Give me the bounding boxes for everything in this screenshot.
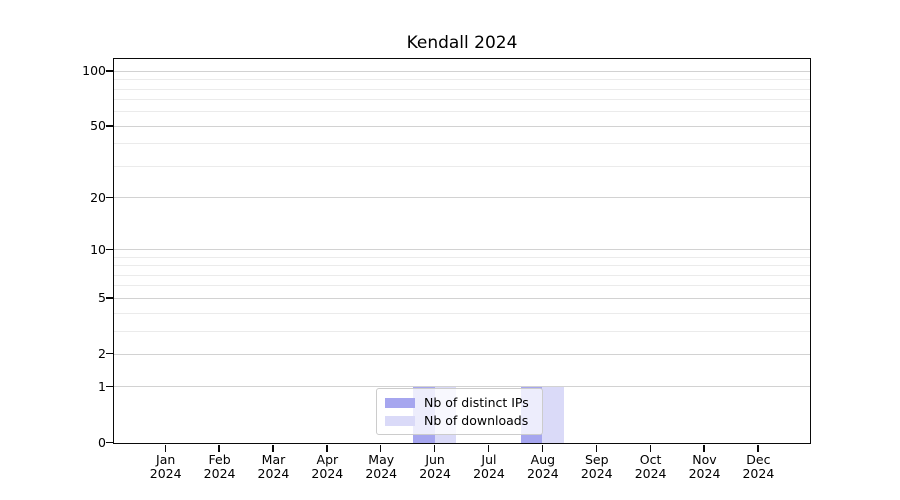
- major-gridline: [114, 249, 810, 251]
- y-tick-label: 20: [90, 189, 106, 205]
- x-tick-label-feb: Feb 2024: [203, 452, 236, 481]
- x-tick-label-mar: Mar 2024: [257, 452, 290, 481]
- legend-label-distinct-ips: Nb of distinct IPs: [424, 395, 529, 410]
- major-gridline: [114, 125, 810, 127]
- minor-gridline: [114, 330, 810, 332]
- y-tick-label: 50: [90, 118, 106, 134]
- x-tick-mark: [541, 444, 544, 452]
- minor-gridline: [114, 143, 810, 145]
- x-tick-mark: [434, 444, 436, 452]
- minor-gridline: [114, 165, 810, 167]
- major-gridline: [114, 70, 810, 72]
- y-tick-mark: [105, 297, 113, 299]
- minor-gridline: [114, 111, 810, 113]
- legend-label-downloads: Nb of downloads: [424, 413, 529, 428]
- y-tick-mark: [105, 70, 113, 72]
- y-tick-label: 10: [90, 241, 106, 257]
- x-tick-label-jun: Jun 2024: [419, 452, 451, 481]
- x-tick-label-oct: Oct 2024: [634, 452, 667, 481]
- x-tick-mark: [595, 444, 597, 452]
- x-tick-mark: [326, 444, 328, 452]
- x-tick-mark: [757, 444, 759, 452]
- plot-area: Nb of distinct IPs Nb of downloads: [105, 58, 811, 452]
- y-tick-mark: [105, 441, 113, 443]
- minor-gridline: [114, 285, 810, 287]
- legend-swatch-distinct-ips: [385, 397, 415, 408]
- y-tick-label: 2: [98, 346, 106, 362]
- major-gridline: [114, 386, 810, 388]
- x-tick-mark: [703, 444, 705, 452]
- legend-item-downloads: Nb of downloads: [385, 413, 534, 428]
- bar-aug-downloads: [542, 387, 565, 443]
- y-tick-label: 1: [98, 378, 106, 394]
- minor-gridline: [114, 79, 810, 81]
- x-tick-label-may: May 2024: [365, 452, 398, 481]
- x-tick-label-sep: Sep 2024: [580, 452, 613, 481]
- y-tick-mark: [105, 196, 113, 198]
- y-tick-label: 100: [82, 63, 106, 79]
- x-tick-label-dec: Dec 2024: [742, 452, 775, 481]
- minor-gridline: [114, 99, 810, 101]
- major-gridline: [114, 353, 810, 355]
- major-gridline: [114, 297, 810, 299]
- x-tick-label-jan: Jan 2024: [149, 452, 182, 481]
- y-tick-label: 0: [98, 434, 106, 450]
- major-gridline: [114, 197, 810, 199]
- y-tick-label: 5: [98, 290, 106, 306]
- x-tick-mark: [164, 444, 166, 452]
- minor-gridline: [114, 265, 810, 267]
- minor-gridline: [114, 88, 810, 90]
- minor-gridline: [114, 312, 810, 314]
- x-tick-label-apr: Apr 2024: [311, 452, 344, 481]
- legend-swatch-downloads: [385, 415, 415, 426]
- x-tick-mark: [487, 444, 490, 452]
- chart-title: Kendall 2024: [406, 33, 518, 53]
- x-tick-label-jul: Jul 2024: [473, 452, 505, 481]
- legend: Nb of distinct IPs Nb of downloads: [376, 388, 543, 435]
- x-tick-mark: [272, 444, 274, 452]
- x-tick-label-nov: Nov 2024: [688, 452, 721, 481]
- x-tick-mark: [380, 444, 382, 452]
- minor-gridline: [114, 256, 810, 258]
- legend-item-distinct-ips: Nb of distinct IPs: [385, 395, 534, 410]
- x-tick-label-aug: Aug 2024: [526, 452, 559, 481]
- y-tick-mark: [105, 353, 113, 355]
- x-tick-mark: [218, 444, 220, 452]
- minor-gridline: [114, 274, 810, 276]
- y-tick-mark: [105, 248, 113, 250]
- x-tick-mark: [649, 444, 651, 452]
- y-tick-mark: [105, 385, 113, 388]
- y-tick-mark: [105, 125, 113, 127]
